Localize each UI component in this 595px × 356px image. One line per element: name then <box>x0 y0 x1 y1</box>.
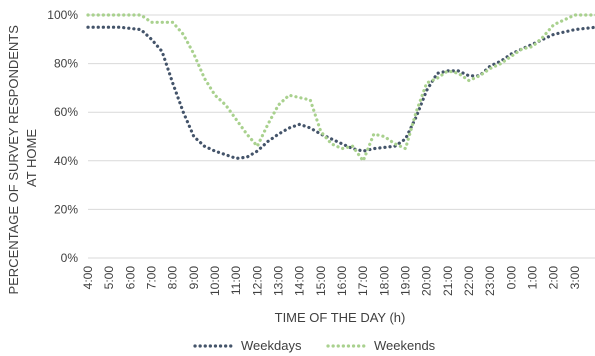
legend-label-weekdays: Weekdays <box>241 338 302 353</box>
x-tick-label: 5:00 <box>102 266 116 290</box>
x-tick-label: 2:00 <box>547 266 561 290</box>
x-tick-label: 0:00 <box>504 266 518 290</box>
x-tick-label: 10:00 <box>208 266 222 296</box>
x-tick-label: 16:00 <box>335 266 349 296</box>
x-tick-label: 4:00 <box>81 266 95 290</box>
y-tick-label: 0% <box>61 251 79 265</box>
x-tick-label: 7:00 <box>145 266 159 290</box>
series-line-weekdays <box>86 25 595 160</box>
x-tick-label: 12:00 <box>250 266 264 296</box>
x-axis-ticks: 4:00 5:00 6:00 7:00 8:00 9:00 10:00 11:00 12:00 1… <box>81 266 582 296</box>
x-tick-label: 14:00 <box>293 266 307 296</box>
y-tick-label: 60% <box>54 105 78 119</box>
y-axis-title-line2: AT HOME <box>24 129 39 187</box>
x-tick-label: 17:00 <box>356 266 370 296</box>
x-tick-label: 6:00 <box>123 266 137 290</box>
x-tick-label: 13:00 <box>272 266 286 296</box>
x-tick-label: 8:00 <box>166 266 180 290</box>
x-tick-label: 21:00 <box>441 266 455 296</box>
legend-label-weekends: Weekends <box>374 338 436 353</box>
x-tick-label: 1:00 <box>526 266 540 290</box>
y-tick-label: 40% <box>54 154 78 168</box>
gridlines <box>88 14 595 259</box>
x-tick-label: 22:00 <box>462 266 476 296</box>
x-tick-label: 20:00 <box>420 266 434 296</box>
y-tick-label: 80% <box>54 57 78 71</box>
legend: Weekdays Weekends <box>193 338 436 353</box>
y-tick-label: 100% <box>47 8 78 22</box>
x-axis-title: TIME OF THE DAY (h) <box>275 310 406 325</box>
y-tick-label: 20% <box>54 202 78 216</box>
x-tick-label: 19:00 <box>399 266 413 296</box>
x-tick-label: 18:00 <box>377 266 391 296</box>
series-lines <box>86 13 595 163</box>
x-tick-label: 9:00 <box>187 266 201 290</box>
x-tick-label: 11:00 <box>229 266 243 295</box>
series-line-weekends <box>86 13 595 163</box>
y-axis-ticks: 0% 20% 40% 60% 80% 100% <box>47 8 78 265</box>
x-tick-label: 15:00 <box>314 266 328 296</box>
y-axis-title-line1: PERCENTAGE OF SURVEY RESPONDENTS <box>6 25 21 295</box>
x-tick-label: 23:00 <box>483 266 497 296</box>
y-axis-title: PERCENTAGE OF SURVEY RESPONDENTS AT HOME <box>6 21 39 294</box>
x-tick-label: 3:00 <box>568 266 582 290</box>
